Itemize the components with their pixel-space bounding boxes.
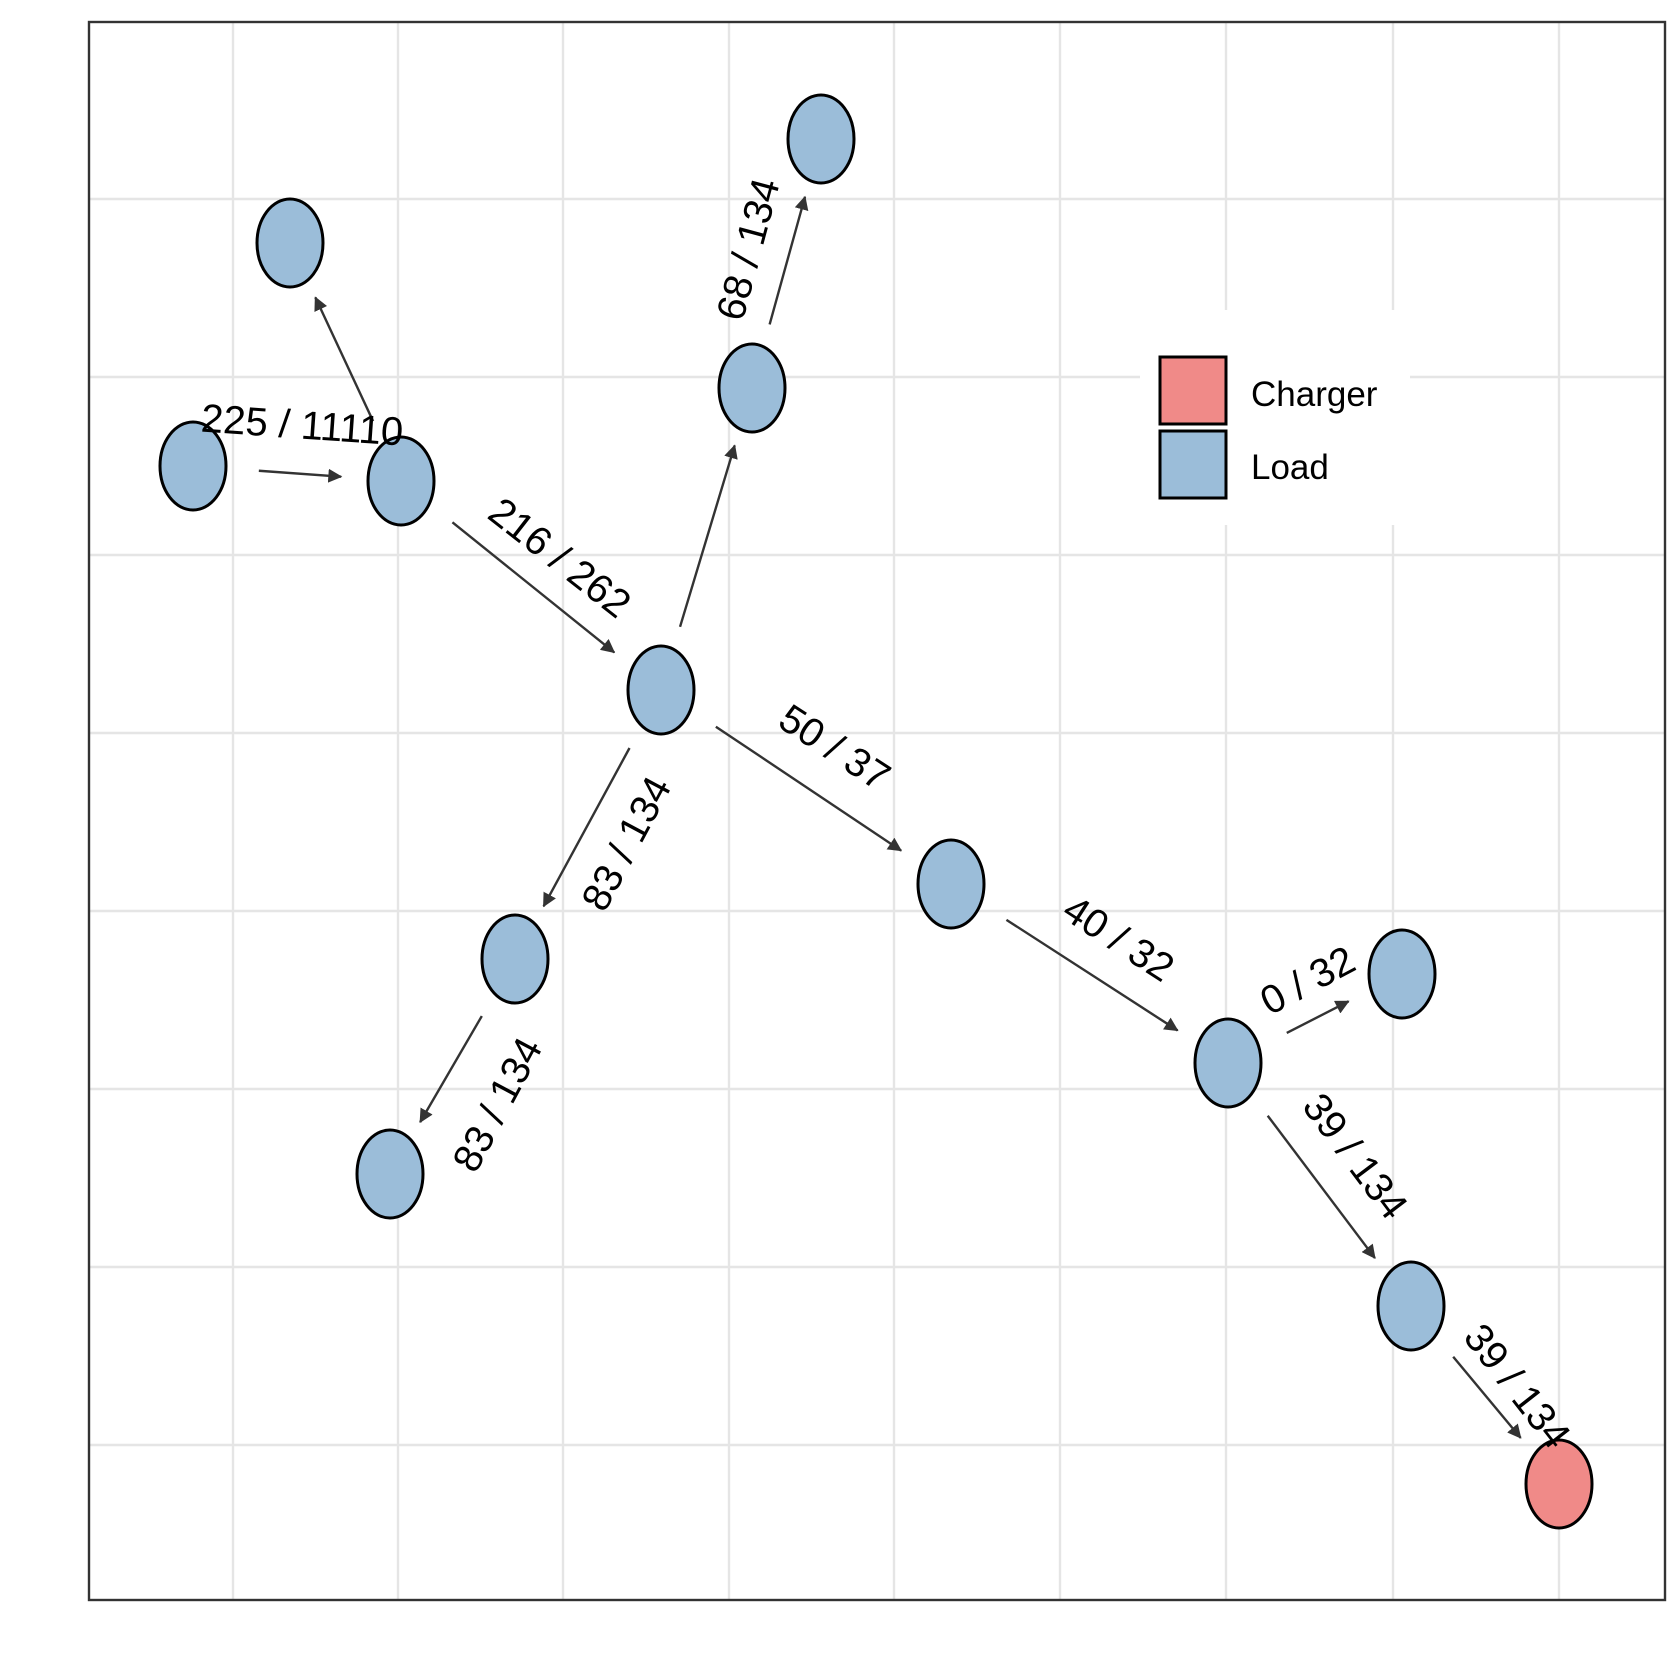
edge-arrow [1286, 1000, 1350, 1035]
edge-arrow [1266, 1114, 1376, 1260]
edge-arrow [768, 195, 809, 325]
node-load [626, 644, 696, 736]
node-load [786, 93, 856, 185]
legend: Charger Load [1140, 310, 1410, 525]
node-load [1376, 1260, 1446, 1352]
legend-label-load: Load [1251, 448, 1329, 487]
edge-layer [258, 195, 1522, 1439]
edge-arrow [1452, 1355, 1522, 1439]
edge-arrow [1005, 918, 1179, 1032]
legend-key-charger [1158, 355, 1228, 426]
edge-arrow [715, 725, 903, 852]
legend-key-load [1158, 429, 1228, 500]
legend-label-charger: Charger [1251, 375, 1378, 414]
node-load [355, 1128, 425, 1220]
node-load [717, 342, 787, 434]
node-load [158, 420, 228, 512]
node-load [366, 435, 436, 527]
node-load [916, 838, 986, 930]
edge-arrow [542, 747, 631, 908]
edge-arrow [451, 521, 616, 654]
node-charger [1524, 1438, 1594, 1530]
edge-arrow [419, 1015, 483, 1124]
node-load [1367, 928, 1437, 1020]
edge-arrow [314, 296, 375, 422]
node-layer [158, 93, 1594, 1530]
plot-panel-border [87, 20, 1667, 1602]
node-load [480, 913, 550, 1005]
edge-arrow [258, 468, 343, 483]
node-load [1193, 1017, 1263, 1109]
node-load [255, 197, 325, 289]
plot-panel [89, 22, 1665, 1600]
edge-arrow [678, 444, 738, 628]
